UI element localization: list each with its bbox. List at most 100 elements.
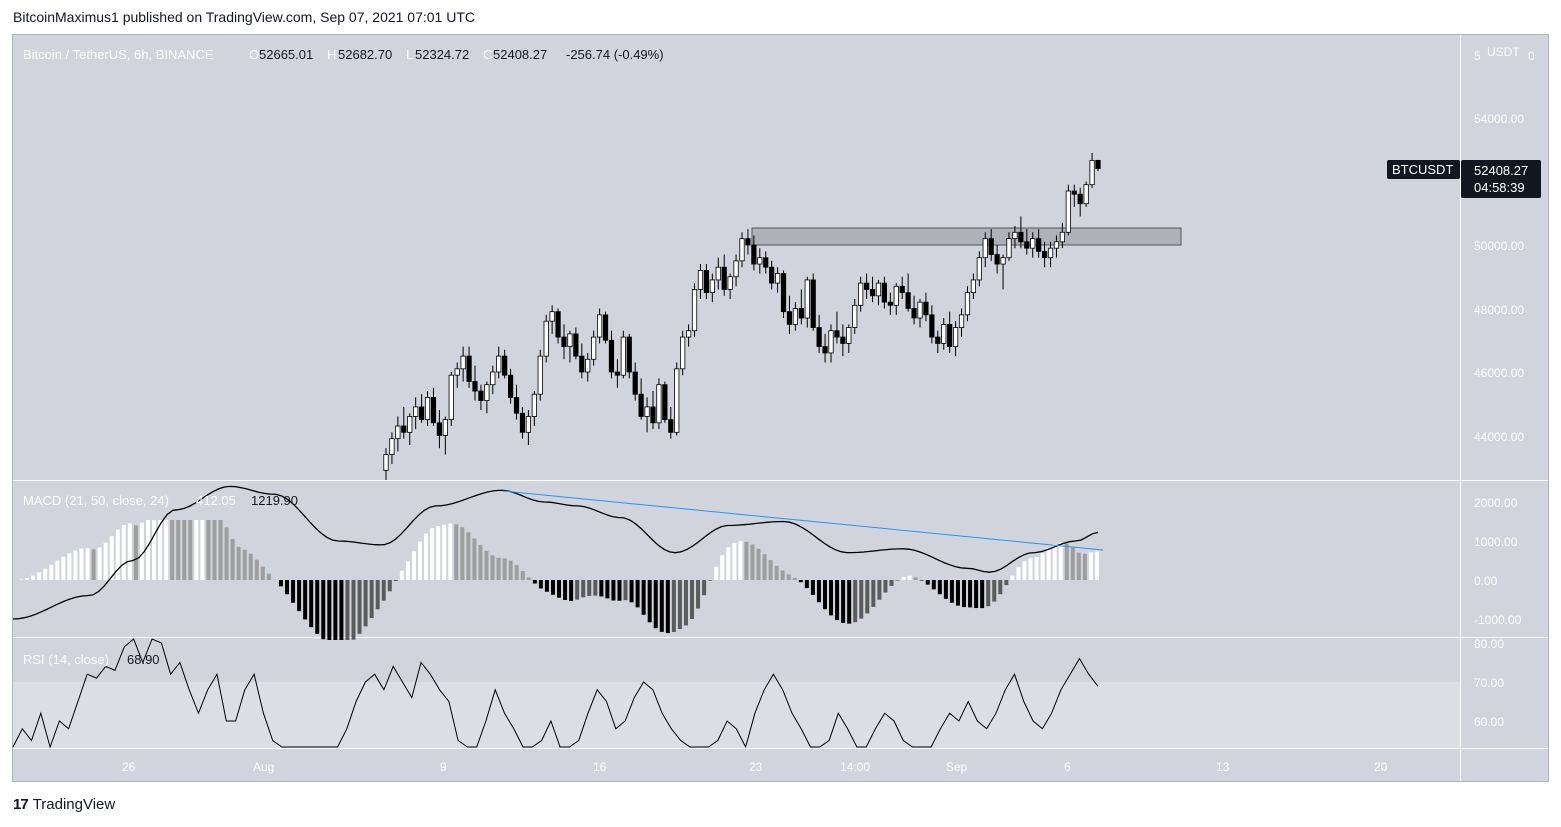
macd-tick: 1000.00 (1474, 535, 1518, 549)
macd-histogram-bar (145, 520, 150, 580)
time-tick: 16 (593, 760, 607, 774)
macd-histogram-bar (520, 570, 525, 580)
macd-histogram-bar (91, 549, 96, 580)
macd-histogram-bar (901, 576, 906, 580)
candle-body (674, 368, 680, 433)
resistance-zone[interactable] (751, 227, 1182, 246)
candle-body (478, 390, 484, 401)
time-axis[interactable] (13, 749, 1460, 781)
tradingview-logo-text: TradingView (32, 796, 116, 813)
macd-histogram-bar (158, 520, 163, 580)
macd-histogram-bar (387, 580, 392, 592)
candle-body (1018, 231, 1024, 243)
macd-histogram-bar (847, 580, 852, 624)
candle-body (893, 285, 899, 306)
candle-body (982, 238, 988, 259)
macd-histogram-bar (399, 570, 404, 580)
macd-histogram-bar (194, 520, 199, 580)
tradingview-logo-icon: 17 (13, 796, 29, 813)
macd-histogram-bar (393, 580, 398, 581)
macd-histogram-bar (653, 580, 658, 629)
macd-histogram-bar (164, 520, 169, 580)
macd-histogram-bar (943, 580, 948, 599)
macd-histogram-bar (1082, 553, 1087, 580)
candle-body (816, 327, 822, 347)
candle-body (555, 311, 561, 338)
candle-body (715, 266, 721, 281)
candle-body (786, 311, 793, 325)
macd-histogram-bar (1070, 547, 1075, 580)
macd-histogram-bar (538, 580, 543, 589)
candle-body (834, 330, 840, 338)
macd-histogram-bar (212, 520, 217, 580)
candle-body (887, 301, 893, 306)
macd-histogram-bar (121, 524, 126, 580)
macd-histogram-bar (152, 520, 157, 580)
candle-body (733, 260, 739, 278)
candle-body (757, 257, 763, 265)
tradingview-logo[interactable]: 17 TradingView (13, 796, 115, 813)
macd-histogram-bar (593, 580, 598, 596)
time-tick: 23 (749, 760, 763, 774)
macd-histogram-bar (448, 523, 453, 580)
candle-body (804, 279, 810, 319)
rsi-value: 68.90 (127, 652, 160, 667)
candle-body (976, 257, 982, 281)
candle-body (430, 396, 437, 424)
macd-histogram-bar (514, 565, 519, 580)
macd-histogram-bar (67, 553, 72, 580)
candle-body (644, 406, 650, 417)
candle-body (573, 333, 579, 357)
bar-countdown: 04:58:39 (1474, 180, 1525, 195)
macd-pane[interactable] (13, 481, 1460, 637)
low-prefix: L (406, 47, 413, 62)
macd-histogram-bar (702, 580, 707, 596)
close-value: 52408.27 (493, 47, 547, 62)
candle-body (899, 285, 905, 294)
macd-histogram-bar (665, 580, 670, 634)
chart-frame[interactable] (12, 34, 1549, 782)
candle-body (1047, 247, 1054, 259)
macd-histogram-bar (242, 549, 247, 580)
macd-histogram-bar (1034, 557, 1039, 580)
macd-histogram-bar (200, 520, 205, 580)
rsi-tick: 80.00 (1474, 637, 1504, 651)
macd-histogram-bar (962, 580, 967, 608)
macd-histogram-bar (557, 580, 562, 598)
macd-histogram-bar (659, 580, 664, 632)
candle-body (970, 279, 977, 294)
macd-histogram-bar (532, 580, 537, 584)
rsi-legend[interactable]: RSI (14, close) (23, 652, 109, 667)
macd-histogram-bar (1016, 567, 1021, 580)
macd-histogram-bar (925, 580, 930, 585)
candle-body (466, 355, 472, 382)
macd-line (12, 485, 1099, 620)
macd-histogram-bar (744, 541, 749, 580)
macd-histogram-bar (768, 560, 773, 580)
macd-histogram-bar (291, 580, 296, 603)
macd-histogram-bar (859, 580, 864, 619)
macd-histogram-bar (750, 544, 755, 580)
candle-body (727, 276, 733, 290)
macd-trendline[interactable] (502, 490, 1104, 551)
macd-legend[interactable]: MACD (21, 50, close, 24) (23, 493, 169, 508)
candle-body (697, 269, 704, 290)
macd-histogram-bar (454, 524, 459, 580)
macd-histogram-bar (1064, 543, 1069, 580)
macd-histogram-bar (375, 580, 380, 610)
macd-histogram-bar (278, 580, 283, 587)
candle-body (1095, 159, 1101, 169)
macd-histogram-bar (254, 559, 259, 580)
macd-histogram-bar (103, 542, 108, 580)
symbol-legend[interactable]: Bitcoin / TetherUS, 6h, BINANCE (23, 47, 214, 62)
macd-histogram-bar (327, 580, 332, 640)
candle-body (709, 279, 715, 294)
price-axis[interactable] (1461, 35, 1548, 748)
macd-value-2: 1219.90 (251, 493, 298, 508)
macd-histogram-bar (623, 580, 628, 601)
price-tick: 44000.00 (1474, 430, 1524, 444)
candle-body (1083, 184, 1089, 205)
candle-body (1059, 231, 1065, 243)
candle-body (810, 279, 816, 328)
